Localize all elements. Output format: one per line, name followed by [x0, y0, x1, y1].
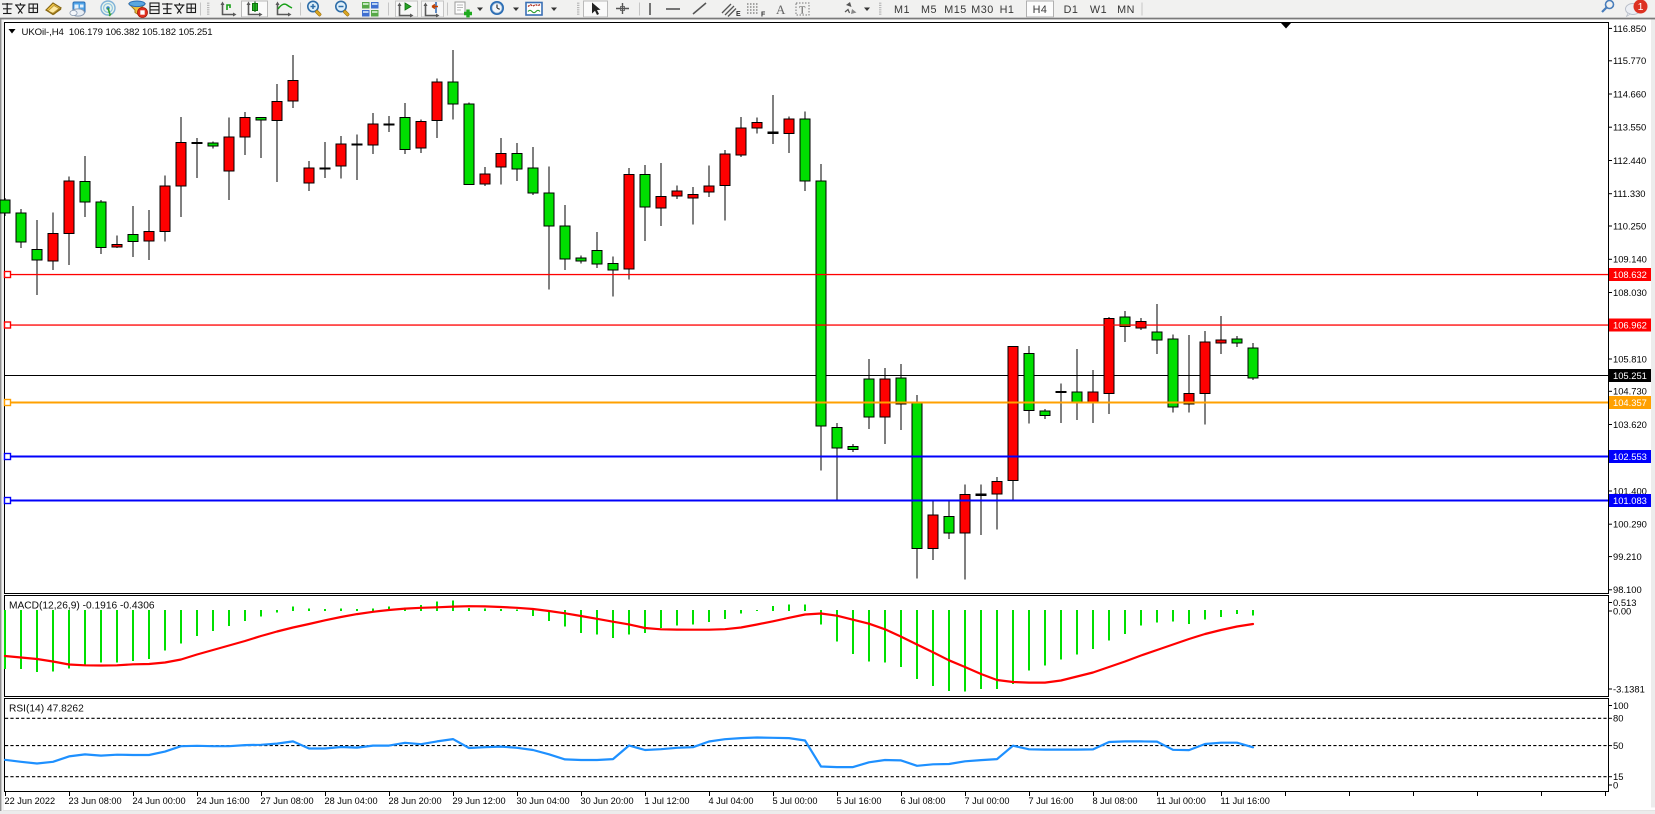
svg-text:M15: M15 [944, 4, 967, 16]
svg-text:0.513: 0.513 [1613, 597, 1636, 608]
svg-text:30 Jun 20:00: 30 Jun 20:00 [581, 796, 634, 806]
svg-text:UKOil-,H4 106.179 106.382 105: UKOil-,H4 106.179 106.382 105.182 105.25… [22, 27, 213, 38]
svg-text:RSI(14) 47.8262: RSI(14) 47.8262 [9, 704, 84, 715]
svg-text:22 Jun 2022: 22 Jun 2022 [5, 796, 56, 806]
svg-text:50: 50 [1613, 740, 1623, 751]
svg-text:28 Jun 04:00: 28 Jun 04:00 [325, 796, 378, 806]
svg-text:100: 100 [1613, 700, 1629, 711]
svg-text:80: 80 [1613, 713, 1623, 724]
svg-text:116.850: 116.850 [1613, 23, 1646, 34]
svg-text:111.330: 111.330 [1613, 188, 1646, 199]
svg-text:W1: W1 [1090, 4, 1107, 16]
svg-text:27 Jun 08:00: 27 Jun 08:00 [261, 796, 314, 806]
svg-text:T: T [799, 6, 806, 17]
svg-text:11 Jul 16:00: 11 Jul 16:00 [1221, 796, 1270, 806]
svg-text:0: 0 [1613, 779, 1618, 790]
svg-text:H1: H1 [1000, 4, 1015, 16]
svg-text:D1: D1 [1064, 4, 1079, 16]
svg-text:11 Jul 00:00: 11 Jul 00:00 [1157, 796, 1206, 806]
svg-text:8 Jul 08:00: 8 Jul 08:00 [1093, 796, 1138, 806]
svg-text:5 Jul 16:00: 5 Jul 16:00 [837, 796, 882, 806]
svg-text:F: F [761, 12, 766, 19]
svg-text:24 Jun 00:00: 24 Jun 00:00 [133, 796, 186, 806]
svg-text:108.030: 108.030 [1613, 287, 1647, 298]
svg-text:7 Jul 16:00: 7 Jul 16:00 [1029, 796, 1074, 806]
svg-text:-3.1381: -3.1381 [1613, 683, 1645, 694]
svg-text:108.632: 108.632 [1613, 269, 1647, 280]
svg-text:15: 15 [1613, 771, 1623, 782]
svg-text:104.730: 104.730 [1613, 386, 1647, 397]
svg-text:24 Jun 16:00: 24 Jun 16:00 [197, 796, 250, 806]
svg-text:106.962: 106.962 [1613, 320, 1647, 331]
svg-text:MACD(12,26,9) -0.1916 -0.4306: MACD(12,26,9) -0.1916 -0.4306 [9, 601, 155, 612]
svg-text:1: 1 [1638, 1, 1644, 13]
svg-text:102.553: 102.553 [1613, 451, 1647, 462]
svg-text:110.250: 110.250 [1613, 220, 1646, 231]
svg-text:MN: MN [1117, 4, 1135, 16]
svg-text:114.660: 114.660 [1613, 88, 1646, 99]
svg-text:6 Jul 08:00: 6 Jul 08:00 [901, 796, 946, 806]
svg-text:M5: M5 [921, 4, 937, 16]
svg-text:101.400: 101.400 [1613, 485, 1647, 496]
svg-text:103.620: 103.620 [1613, 419, 1647, 430]
svg-text:109.140: 109.140 [1613, 254, 1647, 265]
svg-text:98.100: 98.100 [1613, 584, 1642, 595]
svg-text:0.00: 0.00 [1613, 605, 1631, 616]
svg-text:113.550: 113.550 [1613, 122, 1646, 133]
svg-text:4 Jul 04:00: 4 Jul 04:00 [709, 796, 754, 806]
svg-text:112.440: 112.440 [1613, 155, 1646, 166]
svg-text:A: A [776, 2, 786, 17]
svg-text:5 Jul 00:00: 5 Jul 00:00 [773, 796, 818, 806]
svg-text:23 Jun 08:00: 23 Jun 08:00 [69, 796, 122, 806]
svg-text:100.290: 100.290 [1613, 519, 1647, 530]
svg-text:1 Jul 12:00: 1 Jul 12:00 [645, 796, 690, 806]
svg-text:E: E [736, 11, 741, 18]
svg-text:115.770: 115.770 [1613, 55, 1646, 66]
svg-text:104.357: 104.357 [1613, 397, 1647, 408]
svg-text:28 Jun 20:00: 28 Jun 20:00 [389, 796, 442, 806]
svg-text:30 Jun 04:00: 30 Jun 04:00 [517, 796, 570, 806]
svg-text:M30: M30 [971, 4, 994, 16]
svg-text:H4: H4 [1033, 4, 1048, 16]
svg-text:29 Jun 12:00: 29 Jun 12:00 [453, 796, 506, 806]
svg-text:7 Jul 00:00: 7 Jul 00:00 [965, 796, 1010, 806]
svg-text:105.251: 105.251 [1613, 370, 1647, 381]
svg-text:101.083: 101.083 [1613, 495, 1647, 506]
svg-text:105.810: 105.810 [1613, 353, 1647, 364]
svg-text:M1: M1 [894, 4, 910, 16]
svg-text:99.210: 99.210 [1613, 551, 1642, 562]
